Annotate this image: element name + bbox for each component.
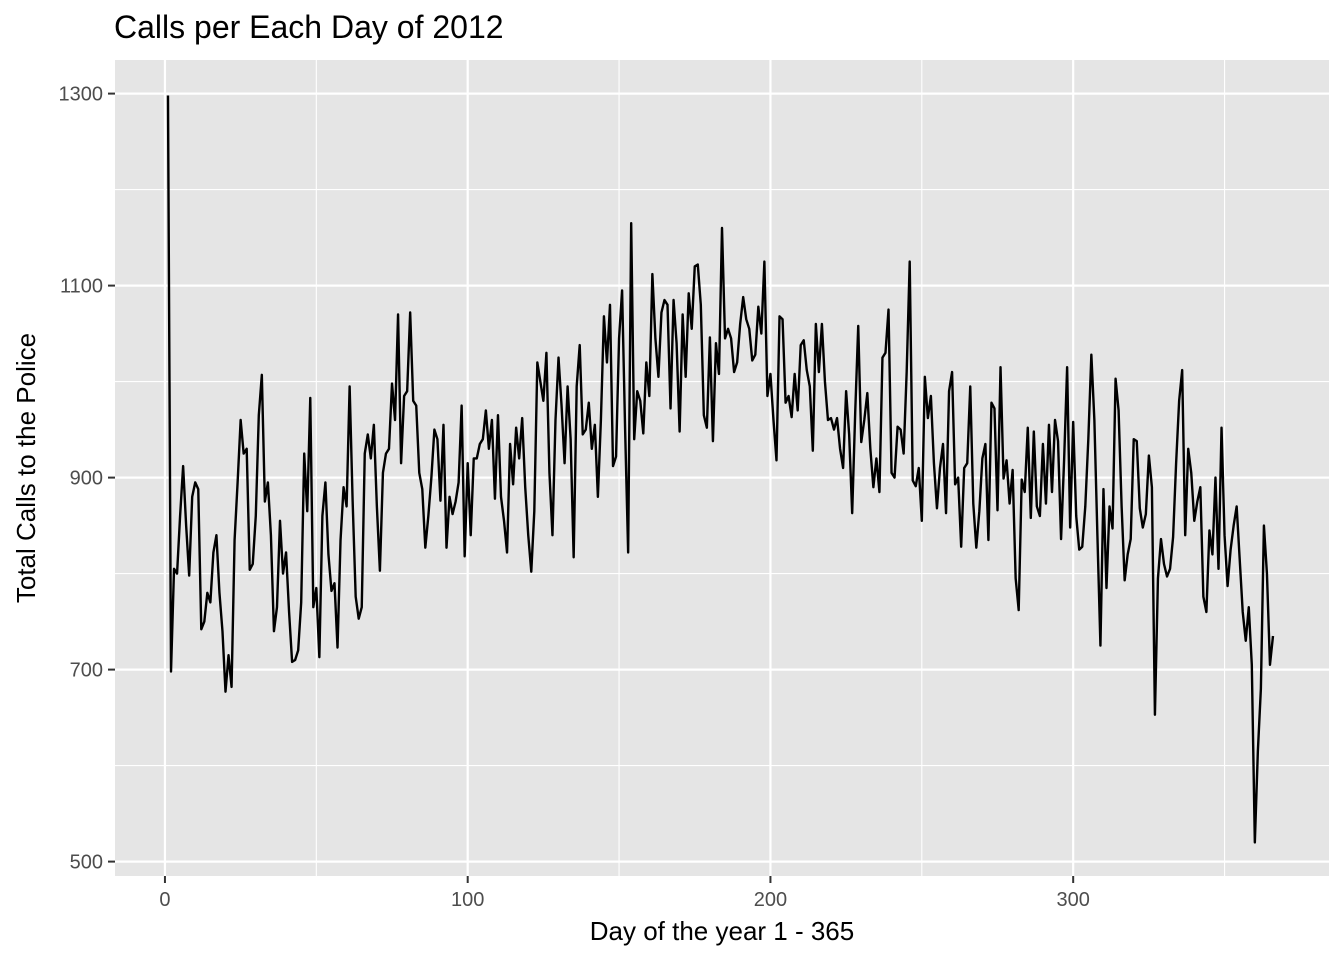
- minor-gridlines: [115, 60, 1329, 876]
- major-gridlines: [115, 60, 1329, 876]
- y-axis-title: Total Calls to the Police: [11, 333, 41, 603]
- y-tick-label: 1100: [60, 276, 103, 298]
- y-tick-label: 500: [70, 852, 103, 874]
- series-line: [166, 95, 1275, 844]
- x-tick-label: 300: [1056, 889, 1089, 911]
- chart-title: Calls per Each Day of 2012: [114, 9, 504, 45]
- x-axis-title: Day of the year 1 - 365: [590, 916, 854, 946]
- y-tick-label: 900: [70, 468, 103, 490]
- y-tick-label: 700: [70, 660, 103, 682]
- x-tick-label: 200: [754, 889, 787, 911]
- y-tick-label: 1300: [59, 84, 104, 106]
- x-tick-label: 0: [159, 889, 170, 911]
- x-axis-ticks: 0 100 200 300: [159, 876, 1090, 911]
- y-axis-ticks: 500 700 900 1100 1300: [59, 84, 115, 874]
- plot-panel: [115, 60, 1329, 876]
- x-tick-label: 100: [451, 889, 484, 911]
